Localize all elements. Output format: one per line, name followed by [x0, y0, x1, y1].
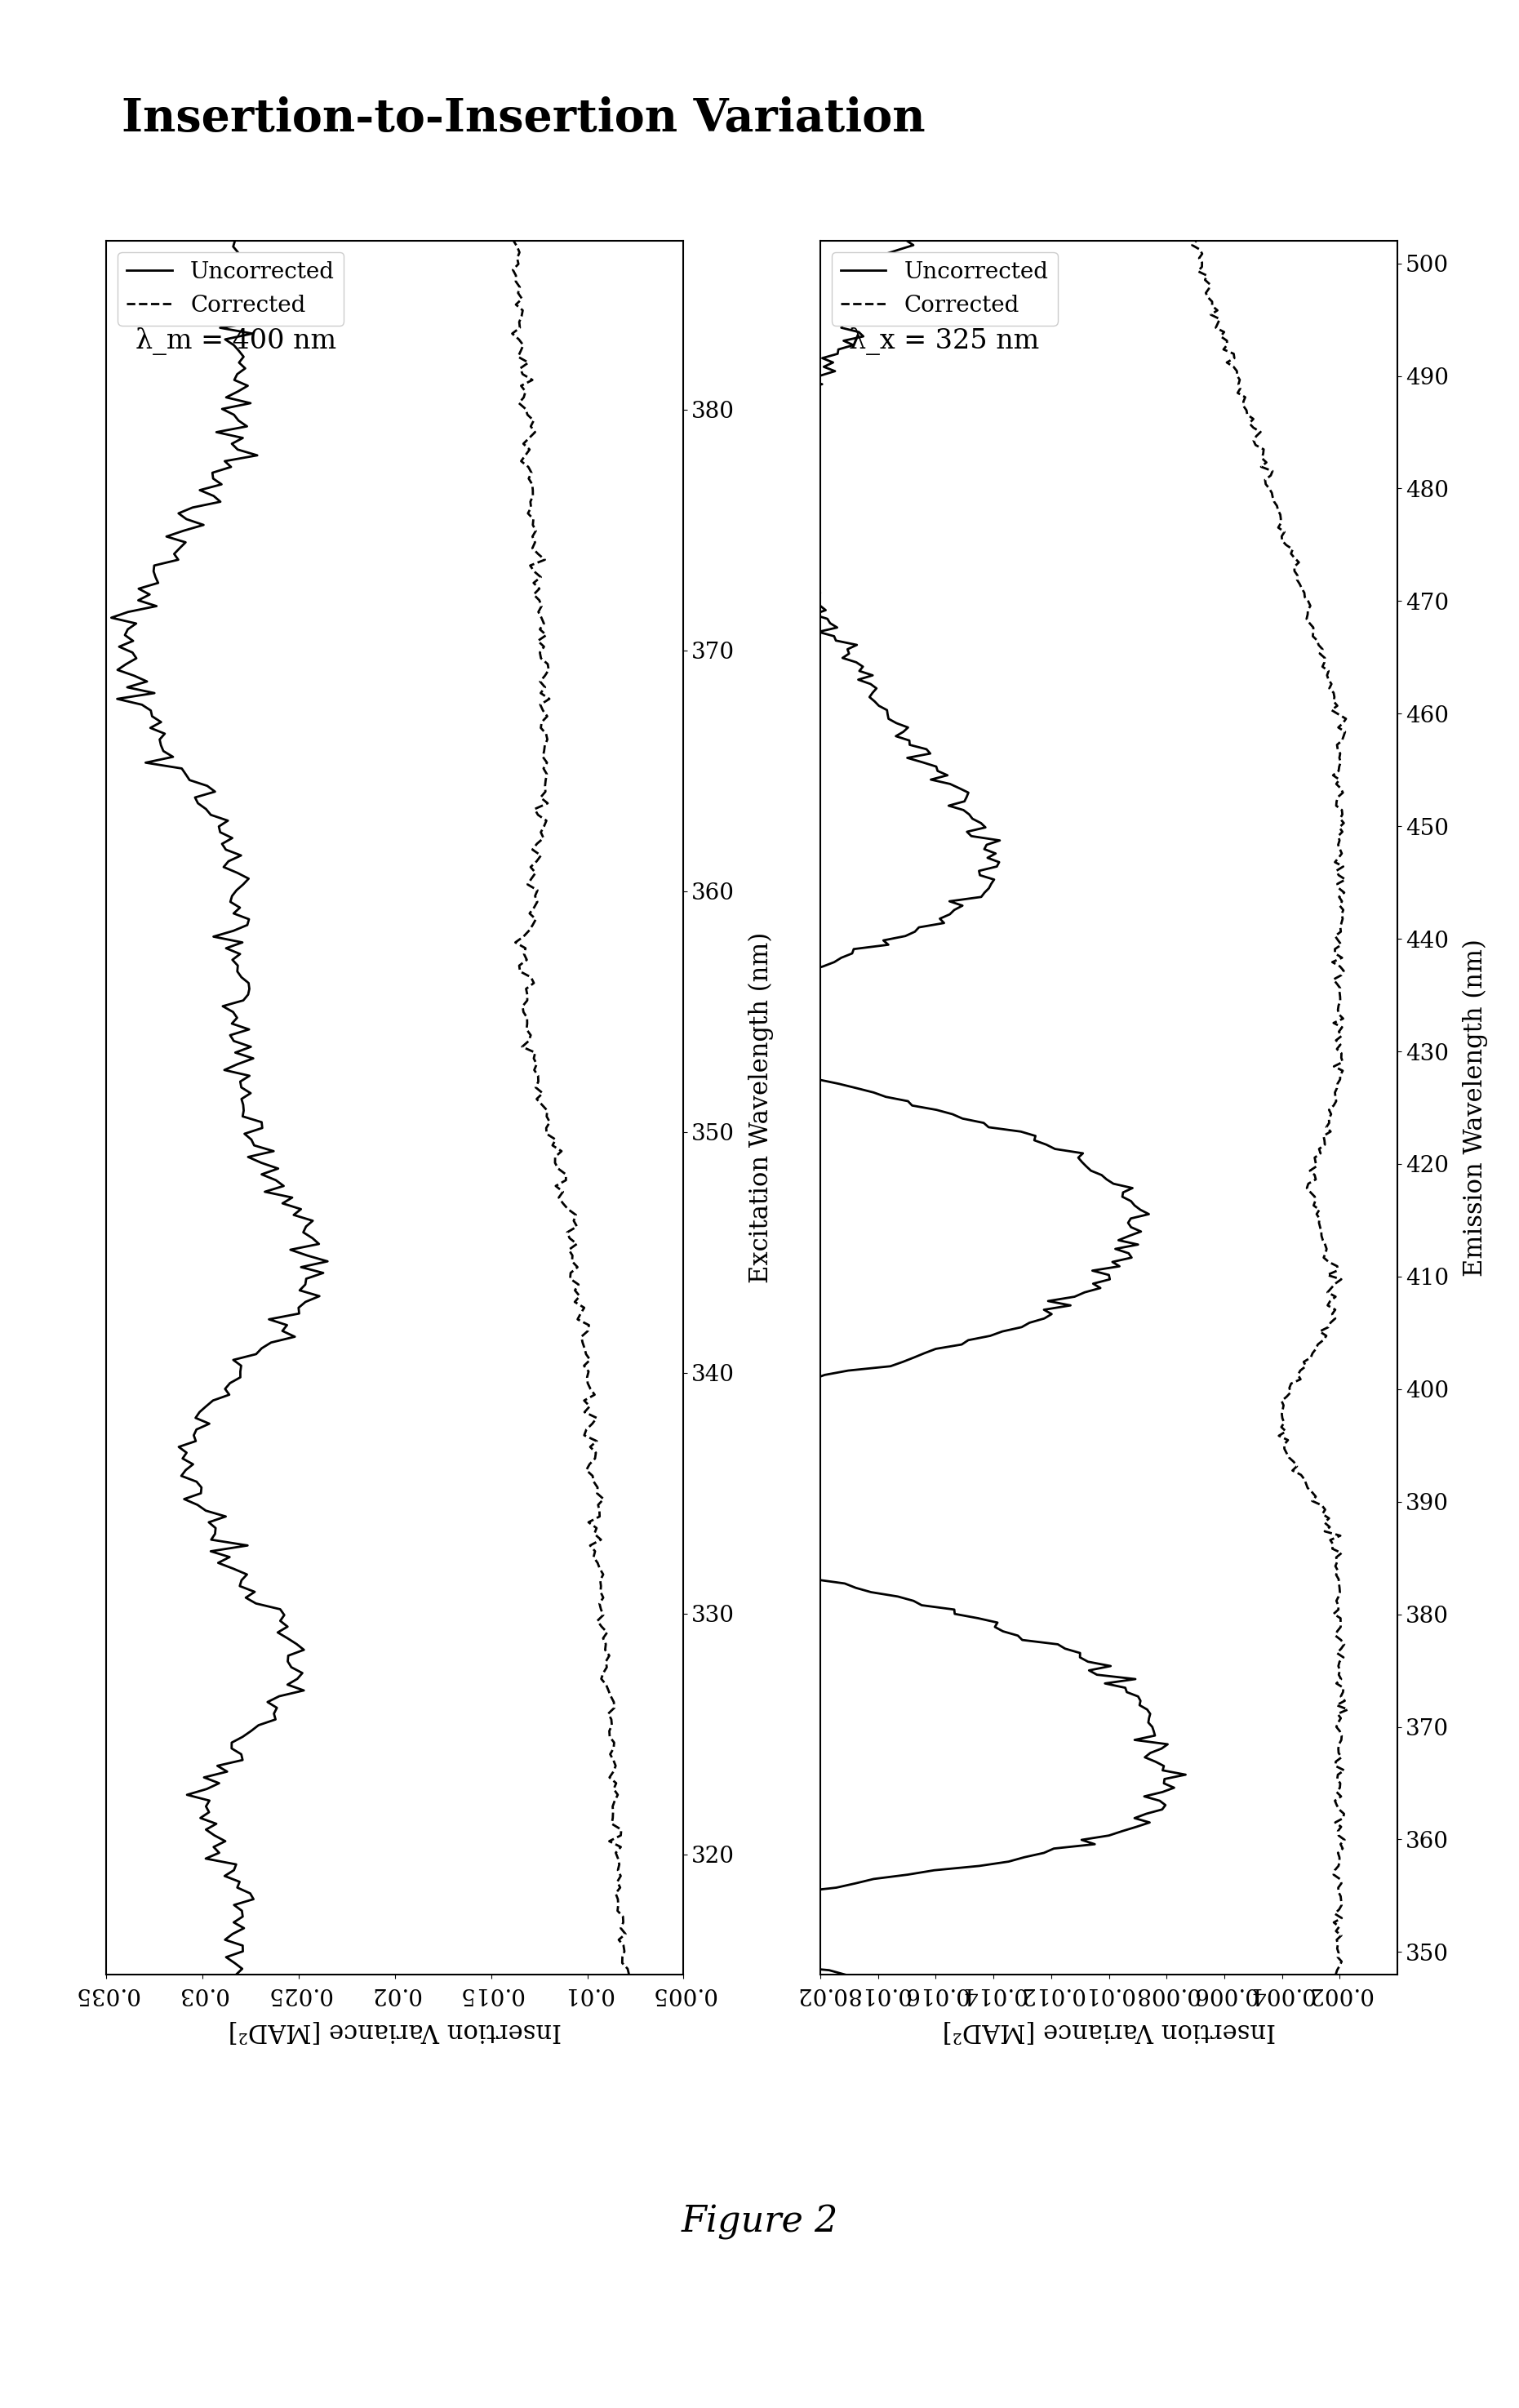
Y-axis label: Emission Wavelength (nm): Emission Wavelength (nm) [1463, 939, 1489, 1276]
Text: λ_x = 325 nm: λ_x = 325 nm [849, 327, 1039, 356]
Uncorrected [835, 1960, 854, 1989]
Uncorrected [887, 708, 905, 737]
Uncorrected [878, 701, 896, 730]
Uncorrected [983, 869, 1001, 898]
Uncorrected [170, 498, 188, 527]
Corrected [1329, 701, 1347, 730]
Corrected [519, 498, 538, 527]
Corrected [618, 1955, 636, 1984]
Corrected [504, 226, 523, 255]
Corrected [510, 388, 529, 417]
Corrected [1328, 869, 1346, 898]
Corrected [620, 1960, 638, 1989]
Line: Uncorrected: Uncorrected [676, 241, 1186, 1975]
Line: Uncorrected: Uncorrected [111, 241, 328, 1975]
Corrected [1326, 1960, 1344, 1989]
Uncorrected [1154, 1751, 1173, 1780]
X-axis label: Insertion Variance [MAD²]: Insertion Variance [MAD²] [942, 2018, 1276, 2044]
Text: Insertion-to-Insertion Variation: Insertion-to-Insertion Variation [122, 96, 925, 142]
Uncorrected [225, 898, 243, 927]
Corrected [1334, 708, 1352, 737]
Text: Figure 2: Figure 2 [681, 2203, 838, 2239]
Uncorrected [1091, 1274, 1109, 1303]
Legend: Uncorrected, Corrected: Uncorrected, Corrected [831, 253, 1057, 325]
Line: Corrected: Corrected [512, 241, 629, 1975]
Uncorrected [232, 1955, 251, 1984]
Corrected [506, 927, 524, 956]
Corrected [1186, 226, 1205, 255]
Y-axis label: Excitation Wavelength (nm): Excitation Wavelength (nm) [749, 932, 775, 1283]
Corrected [1326, 1751, 1344, 1780]
Uncorrected [217, 934, 235, 963]
Line: Corrected: Corrected [1192, 241, 1347, 1975]
Uncorrected [234, 927, 252, 956]
Uncorrected [242, 388, 260, 417]
X-axis label: Insertion Variance [MAD²]: Insertion Variance [MAD²] [228, 2018, 562, 2044]
Text: λ_m = 400 nm: λ_m = 400 nm [135, 327, 336, 356]
Uncorrected [226, 1960, 245, 1989]
Corrected [1322, 1274, 1340, 1303]
Legend: Uncorrected, Corrected: Uncorrected, Corrected [117, 253, 343, 325]
Corrected [1273, 1394, 1291, 1423]
Uncorrected [898, 226, 916, 255]
Corrected [516, 934, 535, 963]
Uncorrected [226, 226, 245, 255]
Uncorrected [682, 1394, 700, 1423]
Corrected [521, 898, 539, 927]
